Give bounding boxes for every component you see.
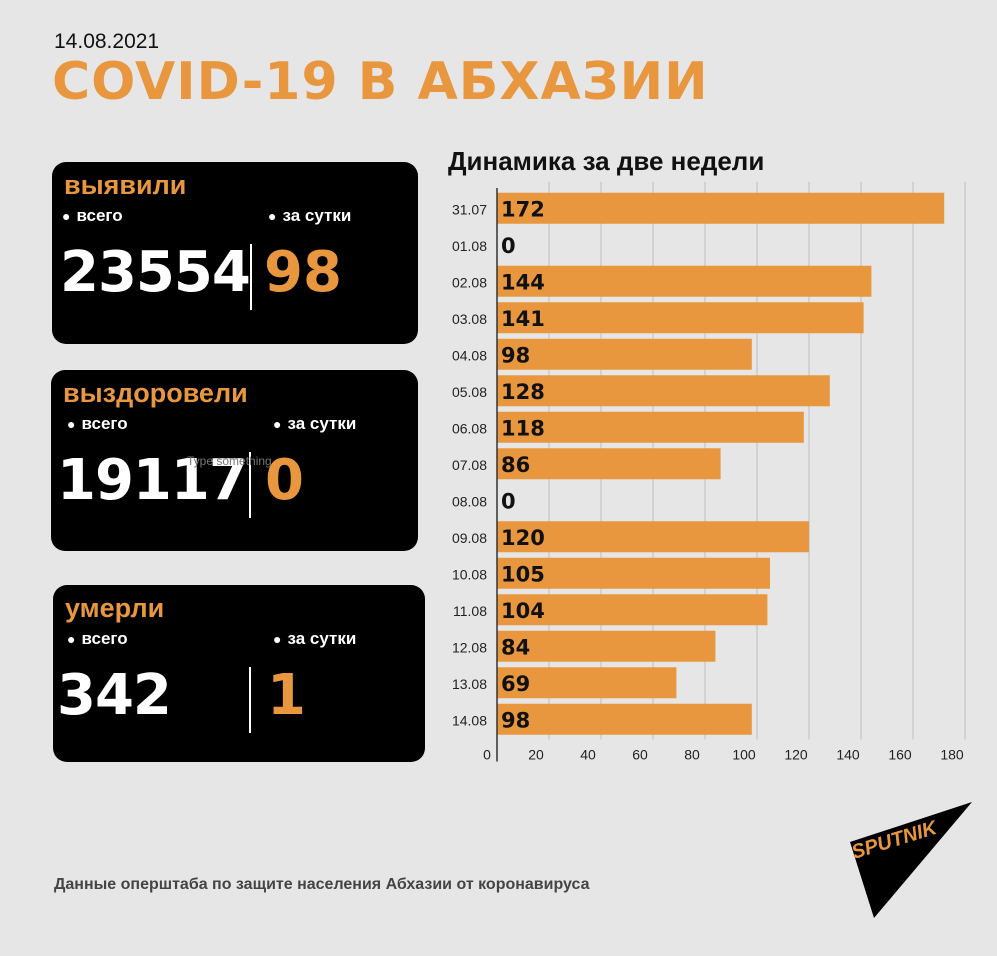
divider <box>249 452 251 518</box>
bullet-icon: ● <box>273 631 282 647</box>
category-label: 14.08 <box>452 712 487 728</box>
page-title: COVID-19 В АБХАЗИИ <box>52 52 709 112</box>
died-day-value: 1 <box>267 663 306 728</box>
bar <box>497 557 770 589</box>
bullet-icon: ● <box>67 416 76 432</box>
x-tick-label: 160 <box>888 747 912 763</box>
bar-value-label: 141 <box>501 307 545 331</box>
bar-value-label: 144 <box>501 270 545 294</box>
bar <box>497 265 872 297</box>
divider <box>249 667 251 733</box>
bar-value-label: 118 <box>501 416 545 440</box>
category-label: 10.08 <box>452 566 487 582</box>
input-hint: Type something <box>187 454 272 468</box>
bar <box>497 594 768 626</box>
recovered-total-label: ● всего <box>67 414 128 433</box>
recovered-title: выздоровели <box>63 378 248 408</box>
recovered-card: выздоровели ● всего ● за сутки 19117 0 <box>51 370 418 551</box>
bar <box>497 448 721 480</box>
category-label: 08.08 <box>452 493 487 509</box>
x-tick-label: 100 <box>732 747 756 763</box>
category-label: 09.08 <box>452 530 487 546</box>
category-label: 07.08 <box>452 457 487 473</box>
category-label: 31.07 <box>452 201 487 217</box>
category-label: 05.08 <box>452 384 487 400</box>
detected-title: выявили <box>64 170 187 200</box>
bar-value-label: 84 <box>501 635 530 659</box>
bar <box>497 667 677 699</box>
bar-value-label: 120 <box>501 526 545 550</box>
died-total-label: ● всего <box>67 629 128 648</box>
x-tick-label: 60 <box>632 747 648 763</box>
bar <box>497 630 716 662</box>
recovered-total-value: 19117 <box>57 448 248 513</box>
category-label: 01.08 <box>452 238 487 254</box>
recovered-day-label: ● за сутки <box>273 414 357 433</box>
detected-day-label: ● за сутки <box>268 206 352 225</box>
bullet-icon: ● <box>273 416 282 432</box>
bar <box>497 302 864 334</box>
category-label: 06.08 <box>452 420 487 436</box>
category-label: 03.08 <box>452 311 487 327</box>
detected-card: выявили ● всего ● за сутки 23554 98 <box>52 162 418 344</box>
bar-value-label: 0 <box>501 489 516 513</box>
x-tick-label: 20 <box>528 747 544 763</box>
bar <box>497 338 752 370</box>
bar-value-label: 86 <box>501 453 530 477</box>
bar <box>497 411 804 443</box>
died-day-label: ● за сутки <box>273 629 357 648</box>
bar-chart: 172 31.07 0 01.08 144 02.08 141 03.08 98 04.08 128… <box>452 182 966 763</box>
detected-total-value: 23554 <box>60 240 251 305</box>
recovered-day-value: 0 <box>265 448 304 513</box>
detected-day-value: 98 <box>264 240 342 305</box>
bar-value-label: 98 <box>501 708 530 732</box>
category-label: 12.08 <box>452 639 487 655</box>
bar-value-label: 128 <box>501 380 545 404</box>
source-note: Данные оперштаба по защите населения Абх… <box>54 876 590 893</box>
bullet-icon: ● <box>67 631 76 647</box>
category-label: 11.08 <box>453 603 487 619</box>
category-label: 13.08 <box>452 676 487 692</box>
died-total-value: 342 <box>57 663 172 728</box>
bar-value-label: 69 <box>501 672 530 696</box>
died-card: умерли ● всего ● за сутки 342 1 <box>53 585 425 762</box>
bar-value-label: 0 <box>501 234 516 258</box>
chart-title: Динамика за две недели <box>448 146 765 176</box>
x-tick-label: 140 <box>836 747 860 763</box>
died-title: умерли <box>65 593 165 623</box>
bullet-icon: ● <box>62 208 71 224</box>
x-tick-label: 40 <box>580 747 596 763</box>
sputnik-logo: SPUTNIK <box>849 802 972 918</box>
x-tick-label: 80 <box>684 747 700 763</box>
bar-value-label: 104 <box>501 599 545 623</box>
bar-value-label: 105 <box>501 562 545 586</box>
bar <box>497 375 830 407</box>
detected-total-label: ● всего <box>62 206 123 225</box>
bar-value-label: 172 <box>501 197 545 221</box>
category-label: 04.08 <box>452 347 487 363</box>
divider <box>250 244 252 310</box>
bullet-icon: ● <box>268 208 277 224</box>
x-tick-label: 180 <box>940 747 964 763</box>
category-label: 02.08 <box>452 274 487 290</box>
x-tick-label: 0 <box>483 747 491 763</box>
bar <box>497 192 945 224</box>
bar <box>497 703 752 735</box>
bar <box>497 521 809 553</box>
x-tick-label: 120 <box>784 747 808 763</box>
report-date: 14.08.2021 <box>54 30 160 53</box>
bar-value-label: 98 <box>501 343 530 367</box>
